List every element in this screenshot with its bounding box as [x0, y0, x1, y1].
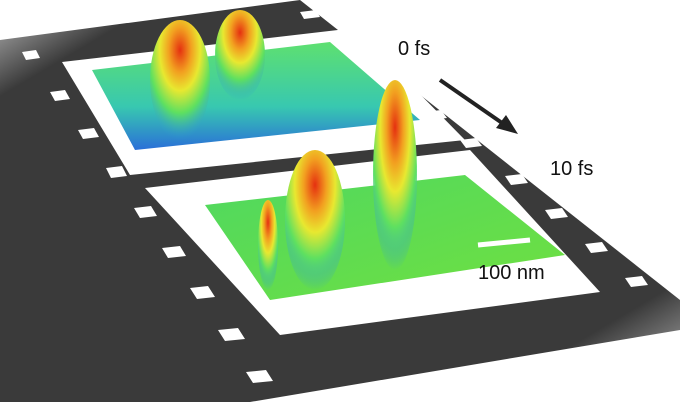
surface-plot-0fs [92, 10, 420, 150]
surface-plot-10fs [205, 80, 565, 300]
label-time-start: 0 fs [398, 38, 431, 60]
sprocket-holes-left [22, 50, 273, 383]
label-time-end: 10 fs [550, 158, 594, 180]
arrow-down-right-icon [438, 78, 518, 134]
label-scale-bar: 100 nm [478, 262, 545, 284]
scale-bar [477, 237, 531, 248]
